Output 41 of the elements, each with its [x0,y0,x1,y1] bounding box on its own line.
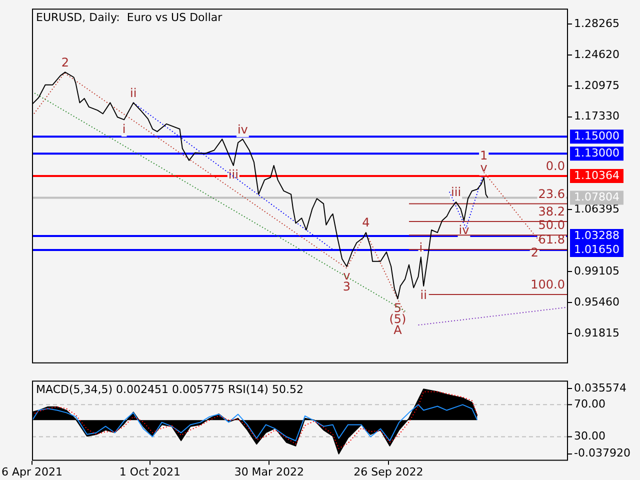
annotation: 1 [480,148,488,163]
y2-tick-label: 30.00 [574,430,606,443]
annotation: ii [130,86,137,100]
ref-line-label: 1.13000 [574,146,620,160]
annotation: 4 [362,216,370,230]
annotation: iii [228,168,238,182]
annotation: 0.0 [546,159,565,174]
annotation: A [394,322,403,337]
ref-line-label: 1.07804 [574,190,620,204]
ref-line-label: 1.15000 [574,130,620,143]
y-tick-label: 0.91815 [574,326,620,340]
x-tick-label: 6 Apr 2021 [1,465,63,478]
y-tick-label: 1.06395 [574,202,620,216]
y-tick-label: 1.28265 [574,16,620,30]
y-tick-label: 0.035574 [574,381,626,394]
x-tick-label: 1 Oct 2021 [119,465,180,478]
chart-title: MACD(5,34,5) 0.002451 0.005775 RSI(14) 50.52 [36,382,304,396]
y-tick-label: 1.24620 [574,48,620,61]
y-tick-label: -0.037920 [574,446,630,460]
annotation: 3 [342,280,351,294]
y-tick-label: 0.99105 [574,264,620,278]
y-tick-label: 0.95460 [574,295,620,308]
ref-line-label: 1.10364 [574,168,620,182]
annotation: 38.2 [538,204,565,219]
ref-line-label: 1.01650 [574,242,620,256]
annotation: i [122,122,126,136]
annotation: 2 [61,55,69,70]
annotation: 23.6 [538,186,565,201]
annotation: iv [458,222,470,237]
y2-tick-label: 70.00 [574,398,606,411]
ref-line-label: 1.03288 [574,228,620,242]
annotation: v [480,160,488,175]
x-tick-label: 30 Mar 2022 [234,465,304,478]
annotation: iv [237,122,248,136]
x-tick-label: 26 Sep 2022 [354,465,424,478]
annotation: 100.0 [530,278,565,292]
annotation: ii [420,288,427,302]
y-tick-label: 1.20975 [574,78,620,92]
chart-title: EURUSD, Daily: Euro vs US Dollar [36,10,223,24]
annotation: iii [451,185,462,200]
y-tick-label: 1.17330 [574,110,620,123]
